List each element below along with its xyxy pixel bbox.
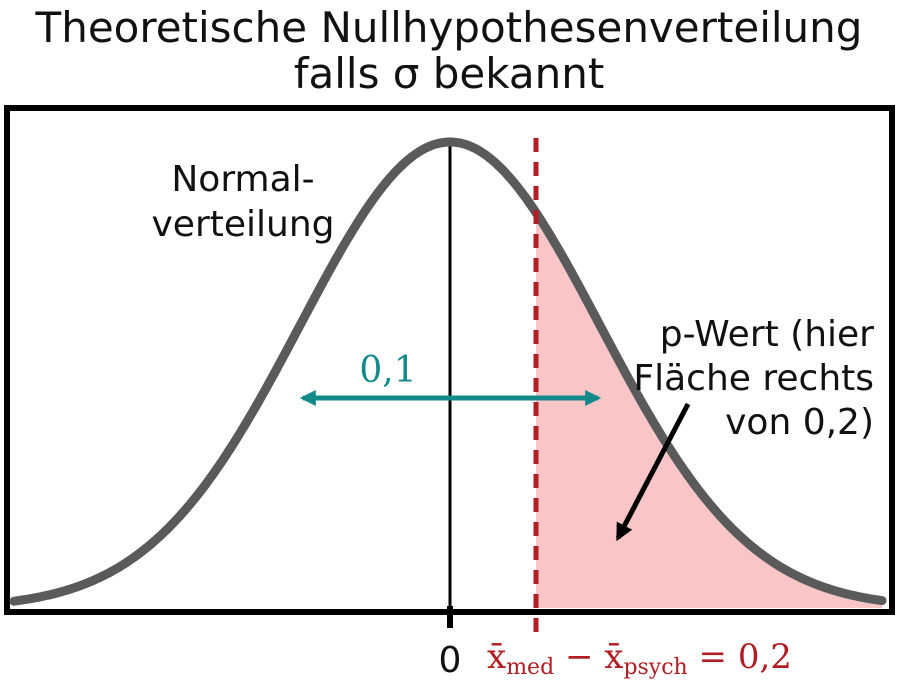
title-line-2: falls σ bekannt	[294, 49, 605, 98]
pvalue-pointer-arrow	[615, 402, 691, 542]
pvalue-label-line-1: p-Wert (hier	[660, 314, 874, 355]
pvalue-label-line-2: Fläche rechts	[633, 358, 874, 399]
zero-label: 0	[439, 640, 462, 681]
p-value-area	[536, 212, 882, 608]
title-line-1: Theoretische Nullhypothesenverteilung	[35, 3, 863, 52]
width-label: 0,1	[359, 350, 416, 391]
normal-curve	[9, 137, 887, 606]
curve-label-line-2: verteilung	[151, 204, 334, 245]
curve-label-line-1: Normal-	[171, 159, 314, 200]
pvalue-label-line-3: von 0,2)	[725, 402, 874, 443]
difference-label: x̄med − x̄psych = 0,2	[487, 637, 792, 680]
